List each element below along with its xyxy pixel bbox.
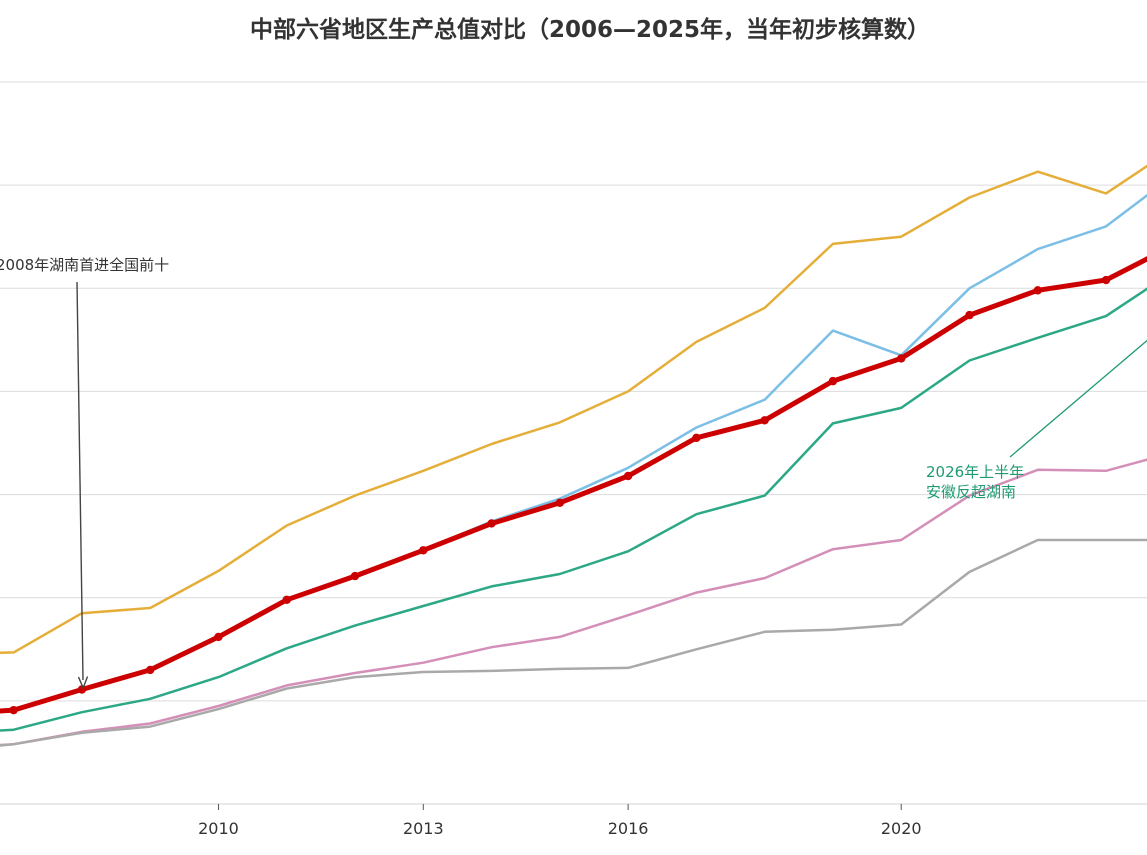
series-point — [1101, 275, 1111, 285]
series-lines — [0, 164, 1147, 747]
annotation-hunan-2008-text: 2008年湖南首进全国前十 — [0, 256, 169, 274]
annotation-hunan-2008: 2008年湖南首进全国前十 — [0, 256, 169, 690]
series-line-5 — [0, 538, 1147, 747]
annotation-hunan-2008-arrow — [76, 281, 84, 681]
x-tick-label: 2013 — [403, 819, 444, 838]
series-point — [965, 310, 974, 320]
series-point — [760, 416, 769, 425]
x-tick-label: 2020 — [881, 819, 922, 838]
series-point — [350, 571, 360, 581]
series-point — [692, 433, 701, 443]
series-point — [897, 354, 906, 363]
x-axis: 2010 2013 2016 2020 — [198, 804, 922, 838]
series-point — [146, 665, 155, 675]
series-line-0 — [0, 164, 1147, 655]
series-point — [419, 546, 428, 555]
grid-lines — [0, 81, 1147, 702]
series-point — [487, 519, 496, 528]
annotation-arrowhead — [77, 676, 89, 690]
annotation-anhui-2026-line1: 2026年上半年 — [926, 463, 1024, 481]
series-point — [9, 705, 18, 715]
series-point — [623, 471, 633, 481]
chart-title: 中部六省地区生产总值对比（2006—2025年，当年初步核算数） — [250, 16, 930, 43]
annotation-anhui-2026-line2: 安徽反超湖南 — [926, 483, 1016, 501]
series-point — [214, 632, 223, 642]
annotation-anhui-2026: 2026年上半年 安徽反超湖南 — [926, 339, 1147, 501]
series-point — [828, 376, 838, 386]
series-line-3 — [0, 287, 1147, 732]
series-line-4 — [0, 458, 1147, 747]
x-tick-label: 2016 — [608, 819, 649, 838]
series-point — [1033, 286, 1042, 295]
x-tick-label: 2010 — [198, 819, 239, 838]
series-point — [555, 498, 565, 508]
annotation-anhui-2026-line — [1009, 339, 1147, 458]
series-point — [282, 595, 291, 604]
